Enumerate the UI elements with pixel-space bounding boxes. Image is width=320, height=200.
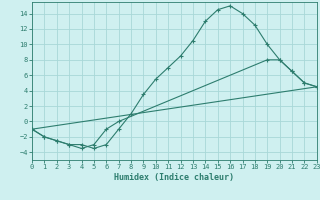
X-axis label: Humidex (Indice chaleur): Humidex (Indice chaleur) <box>115 173 234 182</box>
